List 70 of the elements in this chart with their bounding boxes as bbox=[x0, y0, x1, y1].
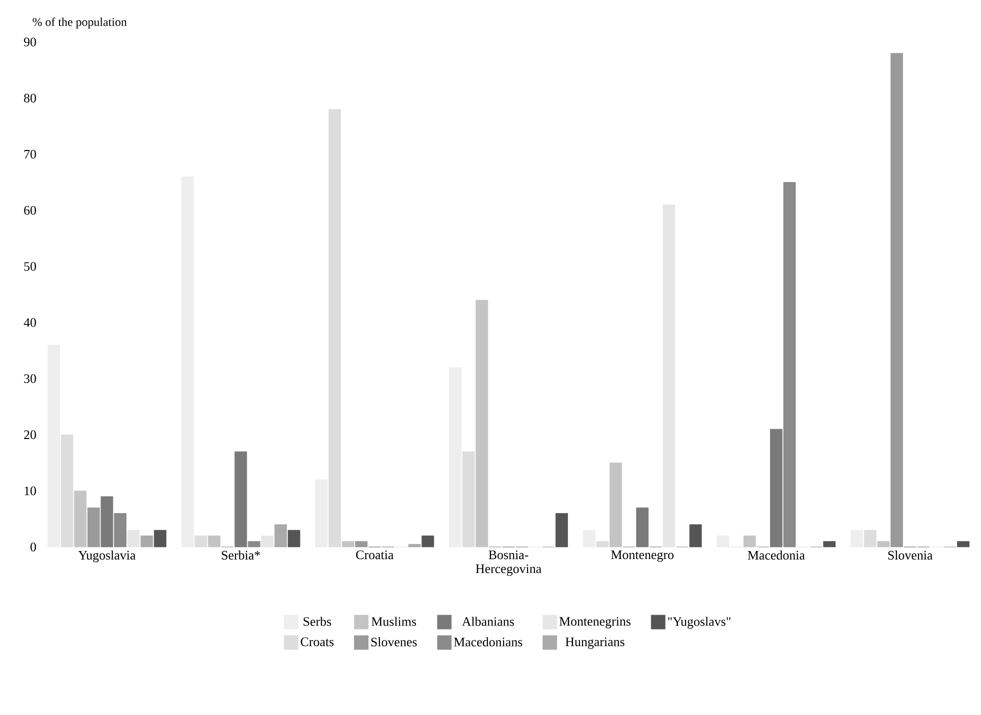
y-tick-label: 20 bbox=[24, 430, 36, 440]
bar bbox=[261, 536, 274, 548]
bar bbox=[770, 428, 782, 548]
bar bbox=[234, 451, 247, 548]
bar bbox=[100, 496, 114, 548]
bar bbox=[60, 434, 74, 548]
bar bbox=[476, 300, 488, 548]
bar bbox=[877, 541, 890, 548]
bar bbox=[636, 508, 649, 548]
x-tick-label: Montenegro bbox=[611, 550, 674, 562]
y-tick-label: 90 bbox=[24, 38, 36, 46]
bar bbox=[140, 536, 154, 548]
y-axis-title: % of the population bbox=[32, 18, 127, 28]
bar bbox=[87, 508, 100, 548]
x-tick-label: Bosnia-Hercegovina bbox=[476, 550, 542, 576]
bar bbox=[449, 367, 462, 548]
bar bbox=[957, 541, 970, 548]
x-tick-label: Croatia bbox=[356, 550, 394, 560]
bar bbox=[556, 513, 568, 548]
bar bbox=[596, 541, 609, 548]
bar bbox=[342, 541, 354, 548]
bar bbox=[783, 182, 796, 548]
bar bbox=[328, 109, 341, 548]
bar bbox=[288, 530, 300, 548]
bar bbox=[408, 544, 421, 548]
legend-label: Hungarians bbox=[566, 637, 624, 649]
bar bbox=[462, 451, 475, 548]
bar bbox=[610, 462, 622, 548]
y-tick-label: 70 bbox=[24, 150, 36, 159]
bar bbox=[274, 524, 287, 548]
bar bbox=[716, 536, 730, 548]
legend-label: Croats bbox=[300, 637, 334, 646]
bar bbox=[689, 524, 702, 548]
y-tick-label: 0 bbox=[30, 542, 36, 552]
bar bbox=[823, 541, 836, 548]
x-tick-label: Serbia* bbox=[222, 550, 260, 560]
y-tick-label: 60 bbox=[24, 206, 36, 215]
bar bbox=[127, 530, 140, 548]
bar bbox=[662, 204, 676, 548]
bar bbox=[114, 513, 126, 548]
bar bbox=[743, 536, 756, 548]
legend-label: Montenegrins bbox=[559, 617, 631, 628]
y-tick-label: 10 bbox=[24, 486, 36, 496]
bar bbox=[850, 530, 864, 548]
y-tick-label: 30 bbox=[24, 374, 36, 384]
bar bbox=[74, 490, 87, 548]
bar bbox=[864, 530, 876, 548]
bar bbox=[154, 530, 166, 548]
bar bbox=[582, 530, 596, 548]
legend-label: Macedonians bbox=[454, 637, 522, 646]
bar bbox=[315, 479, 328, 548]
bar bbox=[194, 536, 208, 548]
legend-label: Slovenes bbox=[371, 637, 417, 646]
y-tick-label: 40 bbox=[24, 318, 36, 327]
legend-label: Serbs bbox=[304, 616, 332, 626]
x-tick-label: Yugoslavia bbox=[78, 550, 136, 562]
legend-label: Albanians bbox=[462, 616, 514, 626]
x-tick-label: Macedonia bbox=[748, 550, 805, 560]
y-tick-label: 80 bbox=[24, 94, 36, 102]
bar bbox=[208, 536, 220, 548]
bar bbox=[355, 541, 368, 548]
bar bbox=[181, 176, 194, 548]
bar bbox=[48, 344, 60, 548]
bar bbox=[422, 536, 434, 548]
legend-label: "Yugoslavs" bbox=[668, 616, 730, 629]
legend-label: Muslims bbox=[372, 616, 416, 626]
x-tick-label: Slovenia bbox=[888, 550, 933, 560]
y-tick-label: 50 bbox=[24, 262, 36, 271]
bar bbox=[890, 53, 903, 548]
bar bbox=[248, 541, 260, 548]
